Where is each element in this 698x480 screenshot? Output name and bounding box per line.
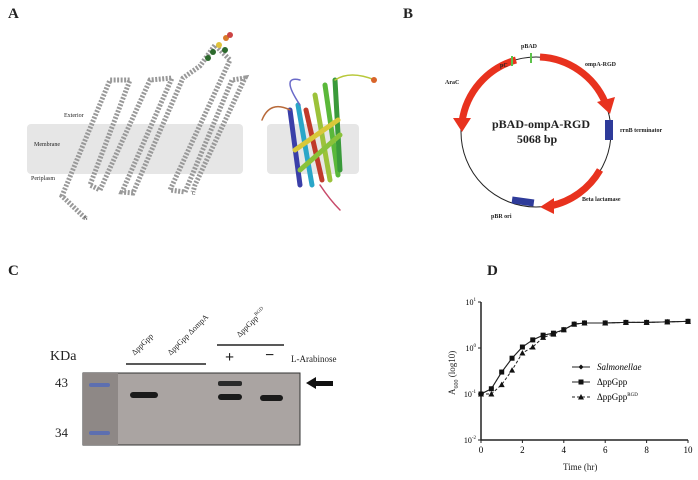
data-point-2 (478, 391, 484, 397)
data-point-2 (571, 321, 578, 327)
x-tick-label: 6 (603, 445, 608, 455)
membrane-band (27, 124, 243, 174)
band-lane-3-lower (218, 394, 242, 400)
arrow-icon (306, 377, 333, 389)
gel (82, 372, 301, 446)
data-point-2 (550, 331, 557, 337)
data-point-2 (602, 319, 609, 326)
legend-label-0: Salmonellae (597, 362, 642, 372)
data-point-1 (530, 337, 536, 343)
plus-label: + (225, 349, 235, 366)
x-tick-label: 4 (562, 445, 567, 455)
arac-label: AraC (445, 80, 460, 86)
series-line-1 (480, 320, 689, 395)
x-tick-label: 2 (520, 445, 525, 455)
legend-marker-0 (578, 364, 584, 370)
band-lane-3-upper (218, 381, 242, 386)
legend-label-1: ΔppGpp (597, 377, 628, 387)
exterior-label: Exterior (64, 113, 84, 119)
data-point-2 (643, 319, 650, 325)
data-point-1 (488, 386, 494, 392)
x-tick-label: 0 (479, 445, 484, 455)
c-terminus-label: C (192, 192, 196, 197)
data-point-2 (488, 391, 495, 397)
ompa-rgd-gene (539, 53, 609, 104)
beta-lactamase-label: Beta lactamase (582, 197, 621, 203)
data-point-2 (581, 319, 588, 326)
data-point-2 (560, 326, 567, 333)
pbad-label: pBAD (521, 44, 538, 50)
data-point-2 (498, 381, 505, 388)
kda-label: KDa (50, 349, 77, 364)
data-point-1 (519, 344, 525, 350)
band-lane-4 (260, 395, 283, 401)
data-point-2 (529, 344, 536, 350)
marker-43-label: 43 (55, 375, 68, 390)
pc-label: pC (500, 63, 508, 69)
y-tick-label: 10-2 (464, 436, 477, 445)
data-point-2 (509, 367, 516, 373)
y-tick-label: 10-1 (464, 390, 477, 399)
rgd-loop (205, 32, 233, 61)
panel-label-b: B (403, 6, 414, 22)
marker-34-label: 34 (55, 425, 68, 440)
panel-label-c: C (8, 263, 19, 279)
rrnb-label: rrnB terminator (620, 128, 663, 134)
pbr-ori-label: pBR ori (491, 214, 512, 220)
band-lane-1 (130, 392, 158, 398)
periplasm-label: Periplasm (31, 176, 55, 182)
inducer-label: L-Arabinose (291, 354, 337, 364)
beta-lactamase-gene (549, 168, 604, 210)
panel-label-d: D (487, 263, 498, 279)
panel-label-a: A (8, 6, 19, 22)
y-axis-label: A600 (log10) (447, 350, 460, 395)
legend-label-2: ΔppGppRGD (597, 392, 638, 402)
pbr-ori (511, 196, 535, 207)
beta-barrel-structure (261, 74, 377, 211)
data-point-2 (519, 349, 526, 356)
data-point-1 (499, 369, 505, 375)
x-tick-label: 8 (644, 445, 649, 455)
x-tick-label: 10 (684, 445, 694, 455)
plasmid-size: 5068 bp (516, 132, 558, 146)
arac-gene (458, 56, 518, 123)
rrnb-terminator (605, 120, 613, 140)
x-axis-label: Time (hr) (563, 462, 598, 472)
minus-label: − (265, 347, 275, 364)
data-point-2 (540, 334, 547, 340)
data-point-2 (685, 318, 691, 324)
data-point-2 (622, 319, 629, 325)
plasmid-name: pBAD-ompA-RGD (492, 117, 591, 131)
membrane-label: Membrane (34, 142, 60, 148)
amino-acid-chain (59, 41, 250, 220)
ompa-rgd-label: ompA-RGD (585, 62, 616, 68)
marker-band-43 (89, 383, 110, 387)
marker-band-34 (89, 431, 110, 435)
y-tick-label: 101 (466, 298, 477, 307)
y-tick-label: 100 (466, 344, 477, 353)
data-point-1 (509, 355, 515, 361)
promoters (511, 53, 532, 66)
legend-marker-1 (578, 379, 584, 385)
data-point-2 (664, 318, 671, 325)
legend-marker-2 (578, 394, 584, 400)
n-terminus-label: N (84, 217, 88, 222)
